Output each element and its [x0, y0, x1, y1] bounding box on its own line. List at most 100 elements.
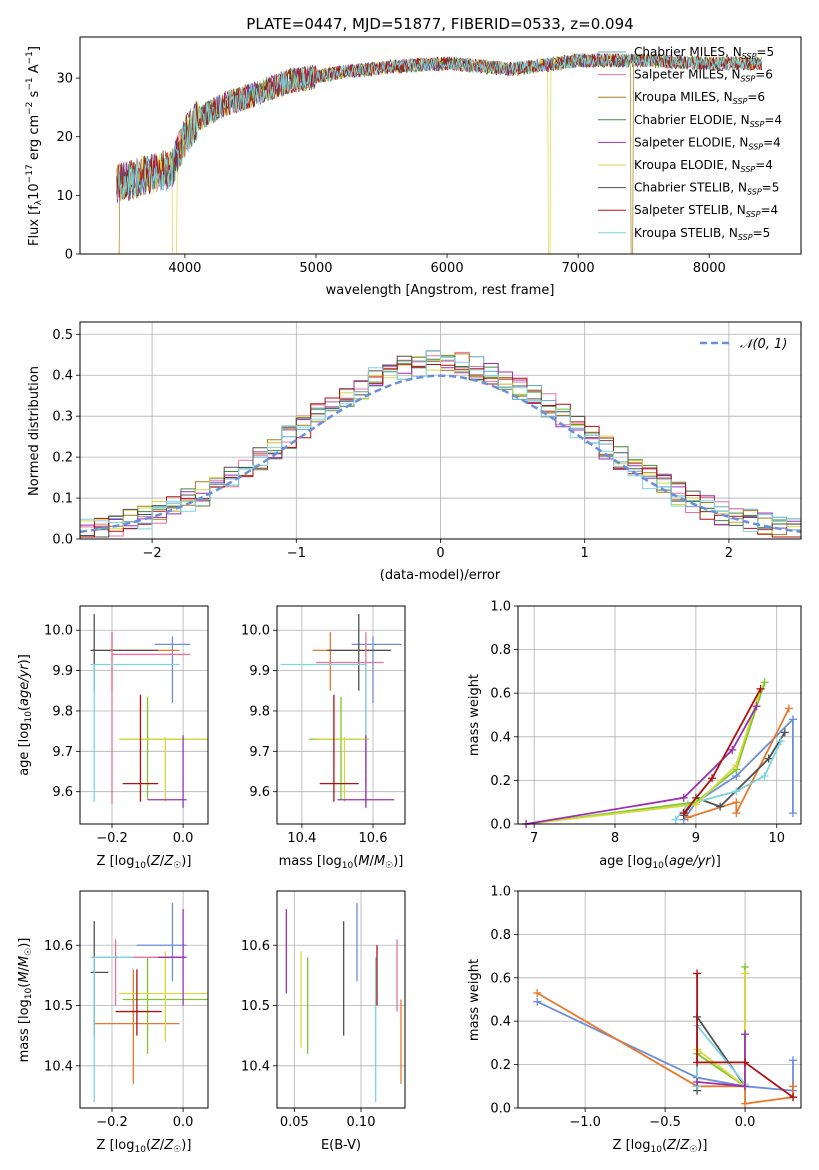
weight-point-marker — [732, 787, 741, 796]
weight-point-marker — [760, 678, 769, 687]
y-tick-label: 10.6 — [44, 939, 73, 954]
y-tick-label: 0 — [65, 248, 73, 263]
y-tick-label: 0.2 — [490, 774, 511, 789]
mass-z-xlabel: Z [log10(Z/Z☉)] — [97, 1138, 192, 1155]
y-tick-label: 0.0 — [52, 533, 73, 548]
weight-point-marker — [741, 1058, 750, 1067]
x-tick-label: −1 — [287, 546, 306, 561]
spectrum-panel: PLATE=0447, MJD=51877, FIBERID=0533, z=0… — [25, 15, 802, 298]
x-tick-label: 9 — [692, 831, 700, 846]
y-tick-label: 10.6 — [241, 939, 270, 954]
x-tick-label: 5000 — [299, 261, 332, 276]
x-tick-label: 0.0 — [735, 1115, 756, 1130]
age-vs-mass-panel: 10.4 10.6 9.6 9.7 9.8 9.9 10.0 mass [log10(M/M… — [241, 605, 406, 871]
x-tick-label: −2 — [143, 546, 162, 561]
weight-series-line — [525, 688, 762, 825]
y-tick-label: 0.8 — [490, 643, 511, 658]
x-tick-label: −0.5 — [649, 1115, 681, 1130]
y-tick-label: 9.9 — [249, 664, 270, 679]
weight-series-line — [525, 705, 758, 825]
weight-point-marker — [741, 969, 750, 978]
y-tick-label: 0.2 — [490, 1058, 511, 1073]
age-z-ylabel: age [log10(age/yr)] — [17, 654, 34, 776]
weight-point-marker — [788, 715, 797, 724]
y-tick-label: 10 — [56, 189, 73, 204]
y-tick-label: 0.2 — [52, 451, 73, 466]
x-tick-label: 0 — [436, 546, 444, 561]
x-tick-label: 8 — [611, 831, 619, 846]
y-tick-label: 10.5 — [44, 999, 73, 1014]
weight-point-marker — [784, 704, 793, 713]
y-tick-label: 10.5 — [241, 999, 270, 1014]
legend-label: Kroupa ELODIE, NSSP=4 — [634, 158, 773, 174]
weight-point-marker — [679, 793, 688, 802]
weight-vs-age-panel: 7 8 9 10 0.0 0.2 0.4 0.6 0.8 1.0 age [log10(age/y… — [467, 600, 802, 871]
legend-label: Chabrier STELIB, NSSP=5 — [634, 181, 779, 197]
legend-label: Kroupa MILES, NSSP=6 — [634, 90, 765, 106]
weight-point-marker — [693, 1077, 702, 1086]
weight-point-marker — [776, 737, 785, 746]
weight-point-marker — [691, 800, 700, 809]
y-tick-label: 0.6 — [490, 687, 511, 702]
weight-age-ylabel: mass weight — [467, 674, 482, 756]
y-tick-label: 0.0 — [490, 818, 511, 833]
weight-point-marker — [756, 684, 765, 693]
weight-point-marker — [752, 702, 761, 711]
weight-point-marker — [789, 1056, 798, 1065]
y-tick-label: 9.7 — [249, 745, 270, 760]
y-tick-label: 0.4 — [490, 1015, 511, 1030]
x-tick-label: 8000 — [693, 261, 726, 276]
weight-series-line — [696, 973, 794, 1098]
weight-point-marker — [789, 1093, 798, 1102]
y-tick-label: 9.6 — [249, 785, 270, 800]
y-tick-label: 1.0 — [490, 600, 511, 615]
weight-point-marker — [788, 809, 797, 818]
weight-point-marker — [671, 815, 680, 824]
weight-point-marker — [533, 997, 542, 1006]
y-tick-label: 10.0 — [241, 624, 270, 639]
weight-point-marker — [732, 761, 741, 770]
residual-ylabel: Normed distribution — [27, 366, 42, 496]
x-tick-label: −1.0 — [569, 1115, 601, 1130]
weight-series-line — [687, 708, 790, 819]
y-tick-label: 0.3 — [52, 410, 73, 425]
weight-point-marker — [741, 1082, 750, 1091]
x-tick-label: 0.10 — [347, 1115, 376, 1130]
y-tick-label: 9.6 — [52, 785, 73, 800]
x-tick-label: 0.05 — [280, 1115, 309, 1130]
mass-ebv-xlabel: E(B-V) — [321, 1138, 361, 1153]
weight-point-marker — [708, 774, 717, 783]
mass-z-ylabel: mass [log10(M/M☉)] — [17, 938, 34, 1063]
weight-point-marker — [732, 809, 741, 818]
weight-point-marker — [780, 728, 789, 737]
weight-point-marker — [693, 1058, 702, 1067]
residual-panel: −2 −1 0 1 2 0.0 0.1 0.2 0.3 0.4 0.5 (data-model)/e… — [27, 321, 802, 583]
y-tick-label: 30 — [56, 72, 73, 87]
x-tick-label: 7 — [530, 831, 538, 846]
x-tick-label: 10 — [768, 831, 785, 846]
spectrum-xlabel: wavelength [Angstrom, rest frame] — [326, 283, 555, 298]
spectrum-title: PLATE=0447, MJD=51877, FIBERID=0533, z=0… — [246, 15, 633, 33]
y-tick-label: 10.0 — [44, 624, 73, 639]
legend-label: Chabrier ELODIE, NSSP=4 — [634, 113, 782, 129]
x-tick-label: 7000 — [562, 261, 595, 276]
weight-z-xlabel: Z [log10(Z/Z☉)] — [613, 1138, 708, 1155]
spectrum-legend: Chabrier MILES, NSSP=5 Salpeter MILES, NS… — [598, 45, 782, 242]
residual-legend: 𝒩(0, 1) — [700, 337, 787, 352]
mass-vs-z-panel: −0.2 0.0 10.4 10.5 10.6 Z [log10(Z/Z☉)] mass… — [17, 890, 209, 1155]
weight-point-marker — [741, 1030, 750, 1039]
spectrum-series-line — [116, 52, 763, 201]
gaussian-curve — [79, 374, 802, 534]
y-tick-label: 9.9 — [52, 664, 73, 679]
y-tick-label: 0.5 — [52, 328, 73, 343]
y-tick-label: 0.8 — [490, 928, 511, 943]
x-tick-label: −0.2 — [96, 1115, 128, 1130]
legend-label: Salpeter STELIB, NSSP=4 — [634, 203, 778, 219]
y-tick-label: 0.1 — [52, 492, 73, 507]
weight-point-marker — [741, 1099, 750, 1108]
spectrum-series-line — [116, 52, 762, 254]
weight-point-marker — [693, 969, 702, 978]
weight-age-xlabel: age [log10(age/yr)] — [599, 854, 721, 871]
weight-z-ylabel: mass weight — [467, 959, 482, 1041]
